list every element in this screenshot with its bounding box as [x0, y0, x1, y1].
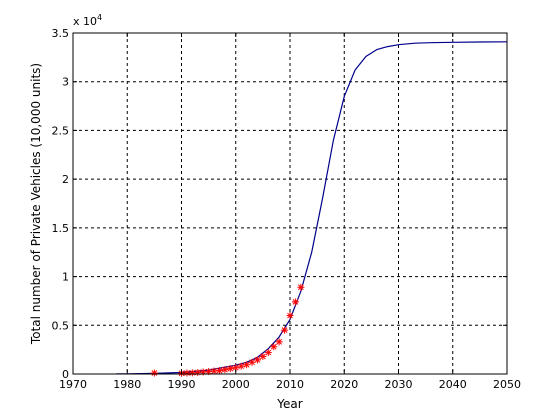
ticks: 1970 1980 1990 2000 2010 2020 2030 2040 2050 0 0.5…	[52, 27, 522, 391]
marker-stroke	[281, 327, 288, 334]
data-point-marker	[281, 326, 289, 334]
marker-stroke	[243, 361, 250, 368]
x-tick-label: 2030	[385, 378, 413, 391]
data-point-marker	[259, 352, 267, 360]
marker-stroke	[297, 284, 304, 291]
marker-stroke	[287, 312, 293, 319]
data-point-marker	[286, 312, 294, 320]
y-tick-label: 2.5	[52, 124, 70, 137]
x-axis-label: Year	[276, 397, 302, 411]
data-point-marker	[215, 367, 223, 375]
y-tick-label: 0	[62, 368, 69, 381]
y-tick-label: 1	[62, 271, 69, 284]
y-tick-label: 0.5	[52, 319, 70, 332]
marker-stroke	[211, 368, 217, 374]
marker-stroke	[292, 299, 299, 305]
x-tick-label: 2010	[276, 378, 304, 391]
y-multiplier-base: x 10	[73, 15, 97, 28]
data-point-marker	[264, 349, 272, 357]
data-point-marker	[291, 298, 299, 306]
y-multiplier-exponent: 4	[97, 13, 102, 22]
marker-stroke	[184, 370, 190, 376]
data-point-marker	[243, 361, 251, 369]
x-tick-label: 2050	[493, 378, 521, 391]
marker-stroke	[216, 367, 223, 374]
y-multiplier-label: x 104	[73, 13, 102, 28]
y-axis-label: Total number of Private Vehicles (10,000…	[29, 63, 43, 345]
marker-stroke	[276, 338, 283, 345]
data-point-marker	[183, 369, 191, 377]
marker-stroke	[227, 365, 234, 372]
data-point-marker	[237, 362, 245, 370]
marker-stroke	[151, 370, 158, 376]
data-point-marker	[253, 356, 261, 364]
marker-stroke	[265, 349, 272, 356]
data-point-marker	[248, 358, 256, 366]
data-point-marker	[297, 283, 305, 291]
data-point-marker	[275, 338, 283, 346]
marker-stroke	[249, 359, 255, 366]
marker-stroke	[205, 368, 212, 375]
marker-stroke	[254, 357, 261, 363]
data-point-marker	[221, 366, 229, 374]
y-tick-label: 1.5	[52, 222, 70, 235]
fitted-curve	[116, 41, 508, 375]
marker-stroke	[260, 353, 266, 360]
x-tick-label: 1980	[113, 378, 141, 391]
marker-stroke	[232, 364, 239, 371]
data-point-marker	[226, 365, 234, 373]
x-tick-label: 2040	[439, 378, 467, 391]
x-tick-label: 2000	[222, 378, 250, 391]
data-point-marker	[150, 369, 158, 377]
x-tick-label: 1970	[59, 378, 87, 391]
marker-stroke	[222, 366, 228, 373]
x-tick-label: 1990	[168, 378, 196, 391]
y-tick-label: 3.5	[52, 27, 70, 40]
data-point-marker	[270, 343, 278, 351]
y-tick-label: 3	[62, 76, 69, 89]
grid	[73, 33, 507, 374]
x-tick-label: 2020	[330, 378, 358, 391]
y-tick-label: 2	[62, 173, 69, 186]
marker-stroke	[238, 363, 245, 370]
marker-stroke	[270, 343, 277, 350]
